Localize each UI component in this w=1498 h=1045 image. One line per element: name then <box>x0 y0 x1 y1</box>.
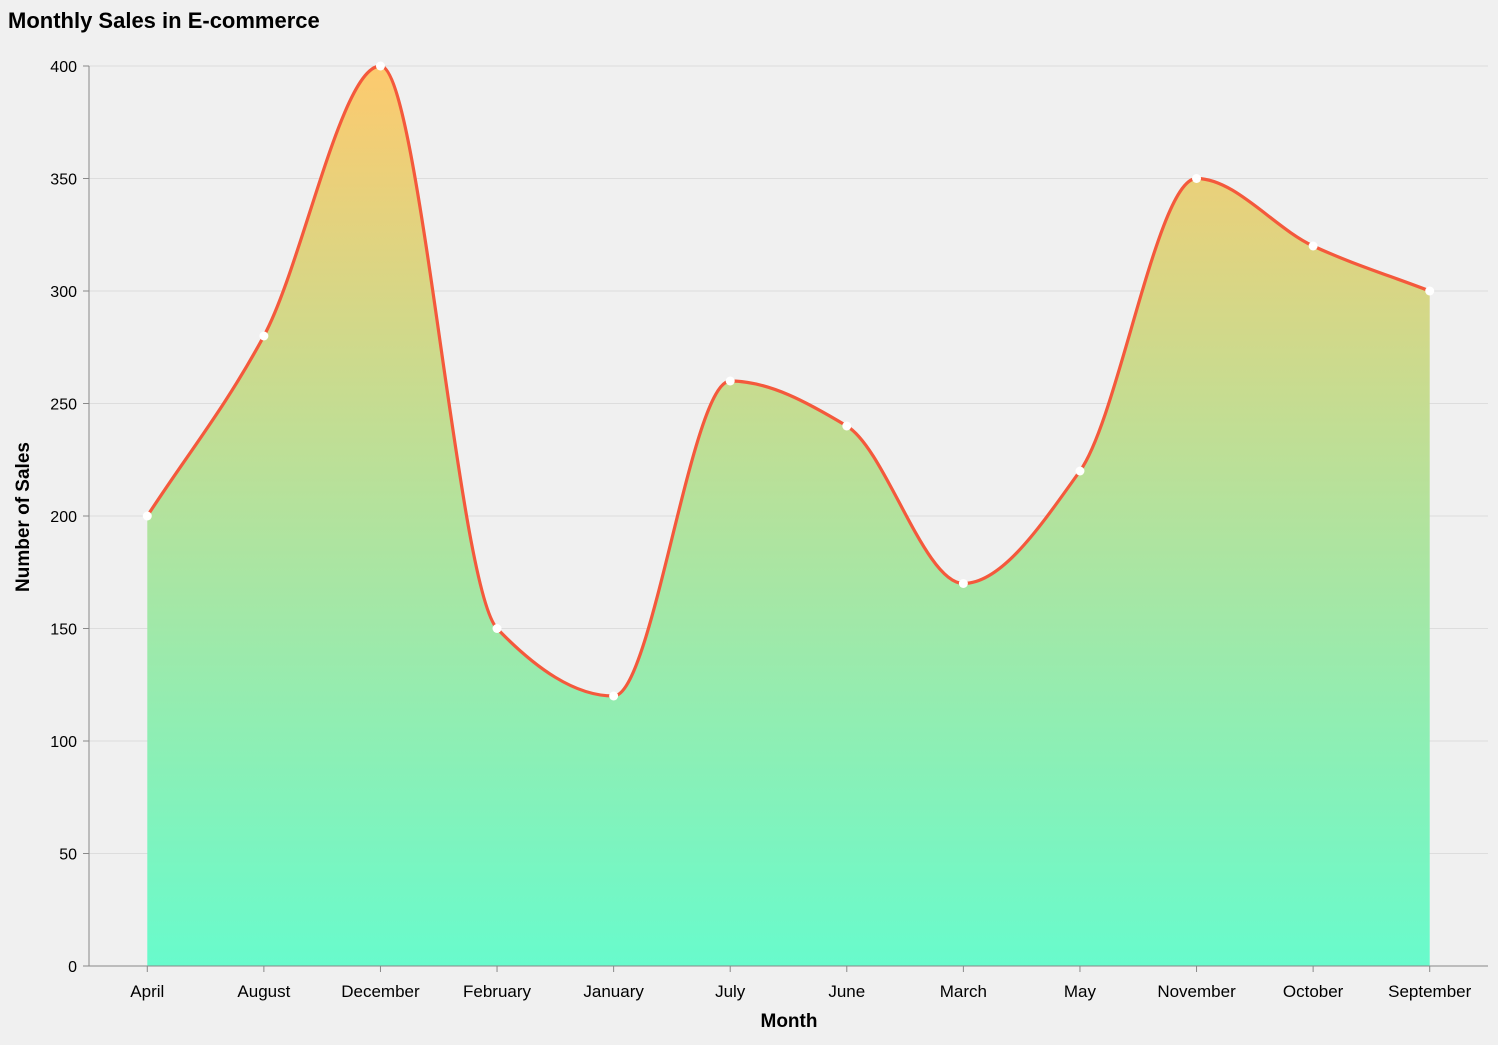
data-point <box>1425 286 1435 296</box>
data-point <box>492 624 502 633</box>
y-tick-label: 100 <box>50 734 77 751</box>
x-tick-label: March <box>940 982 987 1001</box>
x-tick-label: July <box>715 982 746 1001</box>
data-points <box>142 61 1435 701</box>
data-point <box>958 579 968 588</box>
data-point <box>142 511 152 521</box>
y-tick-label: 0 <box>68 959 77 976</box>
data-point <box>1075 466 1085 476</box>
x-tick-label: September <box>1388 982 1471 1001</box>
data-point <box>1192 174 1202 183</box>
data-point <box>609 691 619 701</box>
chart-title: Monthly Sales in E-commerce <box>8 8 320 33</box>
y-tick-label: 200 <box>50 509 77 526</box>
x-tick-label: January <box>583 982 644 1001</box>
x-tick-label: November <box>1157 982 1236 1001</box>
y-tick-label: 150 <box>50 622 77 639</box>
y-axis-title: Number of Sales <box>13 442 34 592</box>
data-point <box>259 331 269 341</box>
x-tick-label: May <box>1064 982 1097 1001</box>
x-tick-label: October <box>1283 982 1344 1001</box>
y-tick-label: 350 <box>50 172 77 189</box>
x-tick-label: April <box>130 982 164 1001</box>
x-tick-label: February <box>463 982 532 1001</box>
data-point <box>842 421 852 431</box>
y-tick-label: 300 <box>50 284 77 301</box>
y-tick-label: 400 <box>50 59 77 76</box>
x-tick-label: August <box>237 982 290 1001</box>
x-tick-label: December <box>341 982 420 1001</box>
y-tick-label: 250 <box>50 397 77 414</box>
x-tick-label: June <box>828 982 865 1001</box>
y-tick-label: 50 <box>59 847 77 864</box>
data-point <box>375 61 385 71</box>
data-point <box>1308 241 1318 251</box>
axes: 0 50 100 150 200 250 300 350 400 April August Decem… <box>50 59 1488 1001</box>
area-fill <box>147 66 1430 966</box>
data-point <box>725 376 735 386</box>
x-axis-title: Month <box>761 1011 818 1032</box>
